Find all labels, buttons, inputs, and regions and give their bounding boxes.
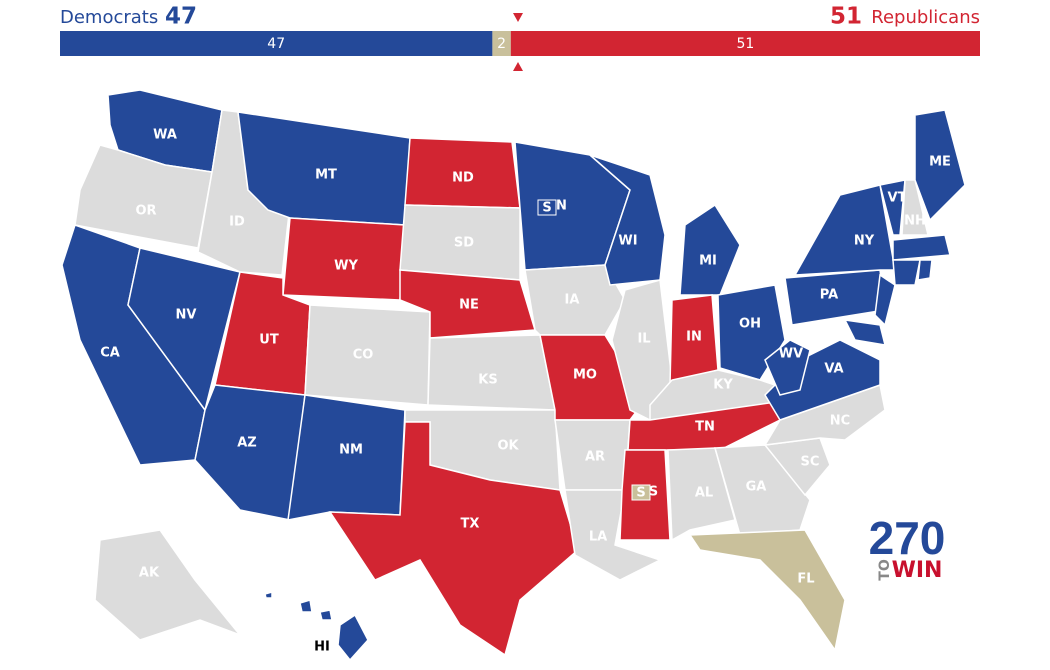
state-label: LA (589, 530, 607, 545)
state-label: WI (618, 234, 637, 249)
rep-label: Republicans (871, 7, 980, 28)
state-label: NH (904, 214, 926, 229)
special-election-box (537, 199, 557, 216)
state (879, 179, 906, 236)
us-map: WAORCANVIDMTWYUTAZCONMNDSDNEKSOKTXMNIAMO… (61, 89, 966, 662)
state-label: NM (339, 443, 363, 458)
state (264, 591, 369, 662)
state-label: MO (573, 368, 597, 383)
state-label: SD (454, 236, 474, 251)
special-election-label: S (636, 486, 645, 501)
state-label: AL (695, 486, 713, 501)
state-label: AR (585, 450, 605, 465)
special-election-label: S (542, 201, 551, 216)
state-label: NE (459, 298, 479, 313)
midpoint-marker (513, 62, 523, 71)
state-label: TN (695, 420, 715, 435)
state (667, 447, 736, 542)
state-label: NY (854, 234, 875, 249)
state-label: SC (801, 455, 820, 470)
state-label: VA (824, 362, 843, 377)
state (589, 154, 666, 286)
state-label: PA (820, 288, 838, 303)
logo-to: TO (877, 559, 893, 581)
state-label: MT (315, 168, 337, 183)
state (917, 259, 933, 281)
state (194, 384, 306, 521)
state-label: OH (739, 317, 761, 332)
state (127, 247, 241, 412)
state (287, 394, 406, 521)
state-label: AZ (237, 436, 257, 451)
dem-label: Democrats (60, 7, 158, 28)
state-label: ND (452, 171, 474, 186)
state-label: KS (478, 373, 497, 388)
state-label: TX (461, 517, 480, 532)
state-label: NC (830, 414, 850, 429)
state (843, 319, 887, 346)
state-label: OK (497, 439, 519, 454)
state-label: IL (637, 332, 650, 347)
state-label: WA (153, 128, 177, 143)
state-label: IA (565, 293, 580, 308)
state-label: CO (353, 348, 374, 363)
bar-segment (510, 31, 980, 56)
state (714, 444, 811, 536)
bar-segment (492, 31, 511, 56)
dem-count: 47 (165, 4, 197, 30)
state (679, 203, 741, 296)
state (914, 109, 966, 222)
state-label: WV (779, 347, 803, 362)
bar-label: 51 (736, 36, 754, 52)
rep-count: 51 (830, 4, 862, 30)
state-label: CA (100, 346, 120, 361)
state-label: KY (713, 378, 733, 393)
bar-segment (60, 31, 493, 56)
state-label: HI (314, 640, 330, 655)
bar-label: 47 (267, 36, 285, 52)
state-label: ME (929, 155, 951, 170)
state-label: IN (686, 330, 702, 345)
logo-win: WIN (892, 558, 943, 583)
seat-bar: 47 2 51 (60, 31, 980, 56)
midpoint-marker (513, 13, 523, 22)
state-label: UT (259, 333, 279, 348)
logo-number: 270 (869, 512, 946, 564)
state (764, 339, 811, 396)
state (901, 179, 929, 236)
state-label: AK (139, 566, 160, 581)
state (94, 529, 243, 641)
bar-label: 2 (497, 36, 506, 52)
state-label: GA (746, 480, 767, 495)
state (688, 529, 846, 652)
state-label: OR (135, 204, 156, 219)
logo: 270 TO WIN (869, 512, 946, 583)
state (892, 234, 951, 261)
special-election-box (631, 484, 651, 501)
state-label: MI (699, 254, 717, 269)
state-label: WY (334, 259, 358, 274)
state (874, 273, 896, 327)
state (793, 184, 896, 276)
state (892, 259, 921, 286)
state-label: ID (229, 215, 245, 230)
state-label: NV (176, 308, 197, 323)
state-label: FL (797, 572, 814, 587)
state-label: VT (888, 191, 907, 206)
